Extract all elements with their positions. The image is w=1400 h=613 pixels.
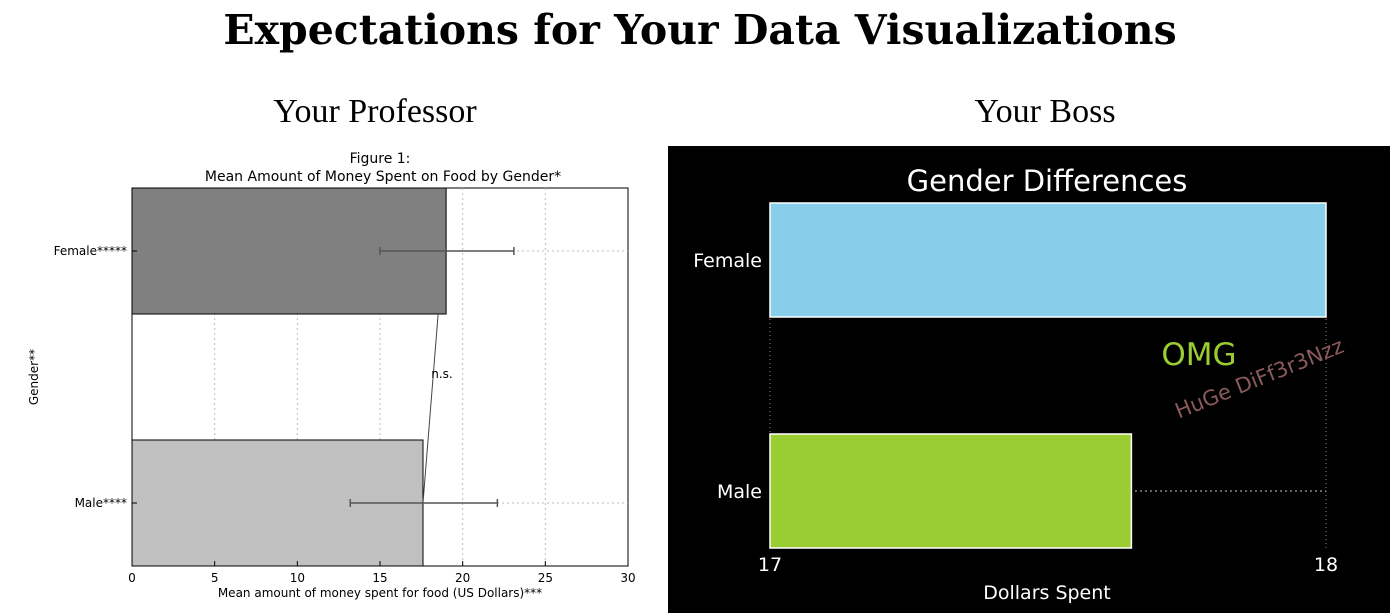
professor-x-tick-label: 30 — [620, 571, 635, 585]
boss-y-ticks: Female Male — [693, 250, 762, 503]
professor-y-ticks: Female***** Male**** — [54, 244, 137, 510]
boss-x-ticks: 17 18 — [758, 554, 1338, 576]
boss-x-tick-label: 18 — [1314, 554, 1338, 576]
page-title: Expectations for Your Data Visualization… — [223, 6, 1177, 54]
professor-x-ticks: 0 5 10 15 20 25 30 — [128, 561, 636, 585]
boss-category-label: Female — [693, 250, 762, 272]
professor-category-label: Male**** — [75, 496, 127, 510]
professor-chart-title-line2: Mean Amount of Money Spent on Food by Ge… — [205, 169, 561, 185]
professor-y-axis-label: Gender** — [27, 349, 41, 405]
professor-chart: 0 5 10 15 20 25 30 Female***** Male**** Figure … — [27, 151, 636, 600]
boss-omg-annotation: OMG — [1161, 337, 1236, 373]
boss-heading: Your Boss — [974, 93, 1116, 130]
professor-x-tick-label: 0 — [128, 571, 136, 585]
professor-x-tick-label: 5 — [211, 571, 219, 585]
professor-error-bars — [349, 247, 515, 507]
boss-grid — [769, 203, 1327, 548]
boss-chart-title: Gender Differences — [907, 164, 1188, 198]
boss-x-axis-label: Dollars Spent — [983, 582, 1111, 604]
boss-x-tick-label: 17 — [758, 554, 782, 576]
boss-bar-male — [769, 433, 1133, 549]
professor-ns-connector — [422, 313, 439, 504]
boss-bar-female — [769, 202, 1327, 318]
professor-x-tick-label: 10 — [290, 571, 305, 585]
professor-category-label: Female***** — [54, 244, 127, 258]
professor-chart-title-line1: Figure 1: — [350, 151, 411, 167]
professor-x-tick-label: 25 — [538, 571, 553, 585]
professor-heading: Your Professor — [273, 93, 477, 130]
professor-x-tick-label: 15 — [372, 571, 387, 585]
boss-category-label: Male — [717, 481, 762, 503]
professor-ns-annotation: n.s. — [431, 367, 453, 381]
boss-bars — [769, 202, 1327, 549]
professor-x-axis-label: Mean amount of money spent for food (US … — [218, 586, 542, 600]
professor-x-tick-label: 20 — [455, 571, 470, 585]
